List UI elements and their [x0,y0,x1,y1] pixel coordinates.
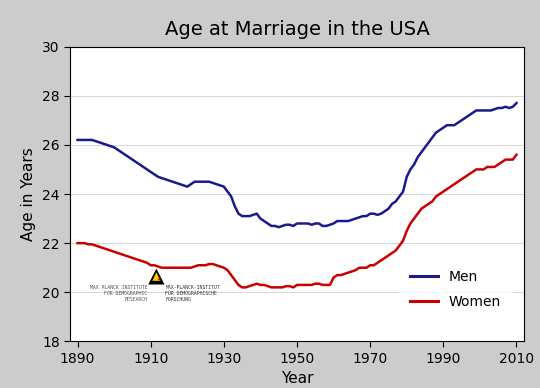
Men [374,213,381,217]
Title: Age at Marriage in the USA: Age at Marriage in the USA [165,21,429,40]
Women [177,265,183,270]
Legend: Men, Women: Men, Women [399,258,512,320]
Line: Men: Men [78,103,516,227]
Polygon shape [148,268,165,284]
Women [352,268,359,272]
Polygon shape [152,272,160,281]
Women [265,284,271,289]
Men [177,182,183,187]
Line: Women: Women [78,155,516,288]
Men [488,108,494,113]
Y-axis label: Age in Years: Age in Years [22,147,37,241]
Text: MAX-PLANCK-INSTITUT
FÜR DEMOGRAPHISCHE
FORSCHUNG: MAX-PLANCK-INSTITUT FÜR DEMOGRAPHISCHE F… [165,286,220,302]
Women [239,285,245,290]
Women [374,260,381,265]
Men [513,101,519,106]
Women [118,252,125,256]
Women [488,165,494,169]
Men [118,150,125,154]
X-axis label: Year: Year [281,371,313,386]
Men [275,225,282,230]
Men [261,219,267,223]
Polygon shape [158,277,160,281]
Men [352,216,359,221]
Women [75,241,81,246]
Text: MAX PLANCK INSTITUTE
FOR DEMOGRAPHIC
RESEARCH: MAX PLANCK INSTITUTE FOR DEMOGRAPHIC RES… [90,286,147,302]
Men [75,138,81,142]
Women [513,152,519,157]
